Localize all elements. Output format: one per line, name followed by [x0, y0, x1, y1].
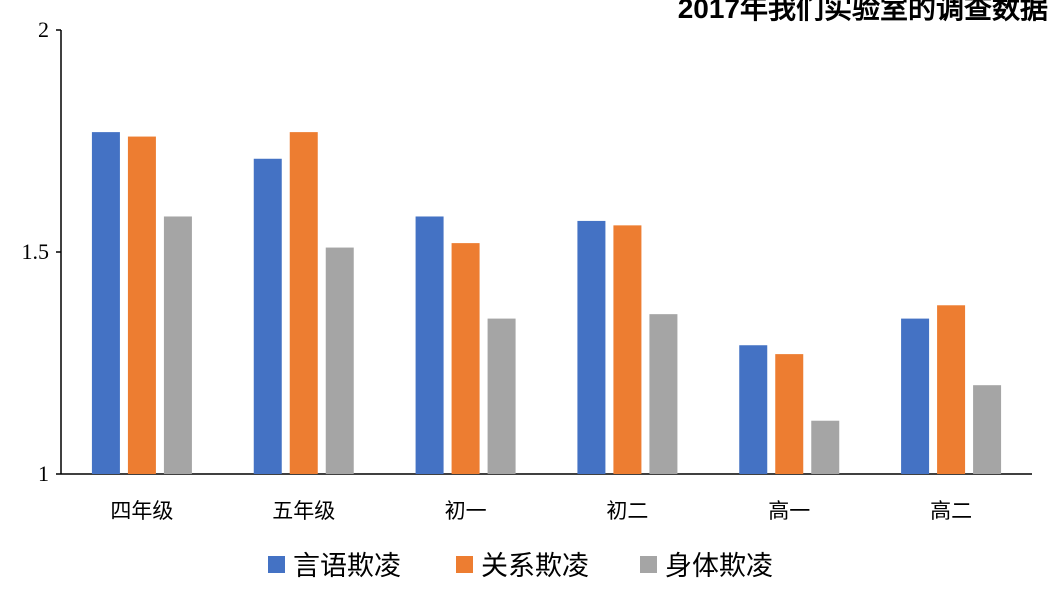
bar-1-1 [91, 132, 120, 474]
bars [91, 132, 1002, 475]
x-tick-labels: 四年级 五年级 初一 初二 高一 高二 [110, 499, 972, 523]
legend-swatch [456, 556, 473, 573]
bar-3-2 [325, 247, 354, 474]
legend-label: 关系欺凌 [481, 551, 589, 582]
bar-1-5 [739, 345, 768, 474]
x-tick-label: 初一 [445, 499, 487, 523]
x-tick-label: 高二 [930, 499, 972, 523]
bar-1-4 [577, 220, 606, 474]
bar-2-5 [775, 354, 804, 474]
y-tick-label: 2 [38, 17, 49, 42]
bar-2-3 [451, 243, 480, 474]
bar-3-6 [973, 385, 1002, 474]
bar-3-5 [811, 420, 840, 474]
y-tick-label: 1 [38, 461, 49, 486]
x-tick-label: 五年级 [272, 499, 335, 523]
legend: 言语欺凌 关系欺凌 身体欺凌 [268, 551, 773, 582]
legend-label: 身体欺凌 [665, 551, 773, 582]
x-tick-label: 初二 [606, 499, 648, 523]
x-tick-label: 四年级 [110, 499, 173, 523]
legend-swatch [640, 556, 657, 573]
bar-1-6 [901, 318, 930, 474]
bar-3-1 [163, 216, 192, 475]
y-tick-label: 1.5 [22, 239, 50, 264]
bar-3-3 [487, 318, 516, 474]
bar-2-2 [289, 132, 318, 474]
bar-2-6 [937, 305, 966, 474]
bar-3-4 [649, 314, 678, 474]
bar-2-1 [127, 136, 156, 474]
y-tick-labels: 11.52 [22, 17, 61, 486]
legend-label: 言语欺凌 [293, 551, 401, 582]
chart-title: 2017年我们实验室的调查数据 [678, 0, 1048, 24]
bar-2-4 [613, 225, 642, 474]
bar-1-2 [253, 158, 282, 474]
bar-1-3 [415, 216, 444, 475]
x-tick-label: 高一 [768, 499, 810, 523]
legend-swatch [268, 556, 285, 573]
